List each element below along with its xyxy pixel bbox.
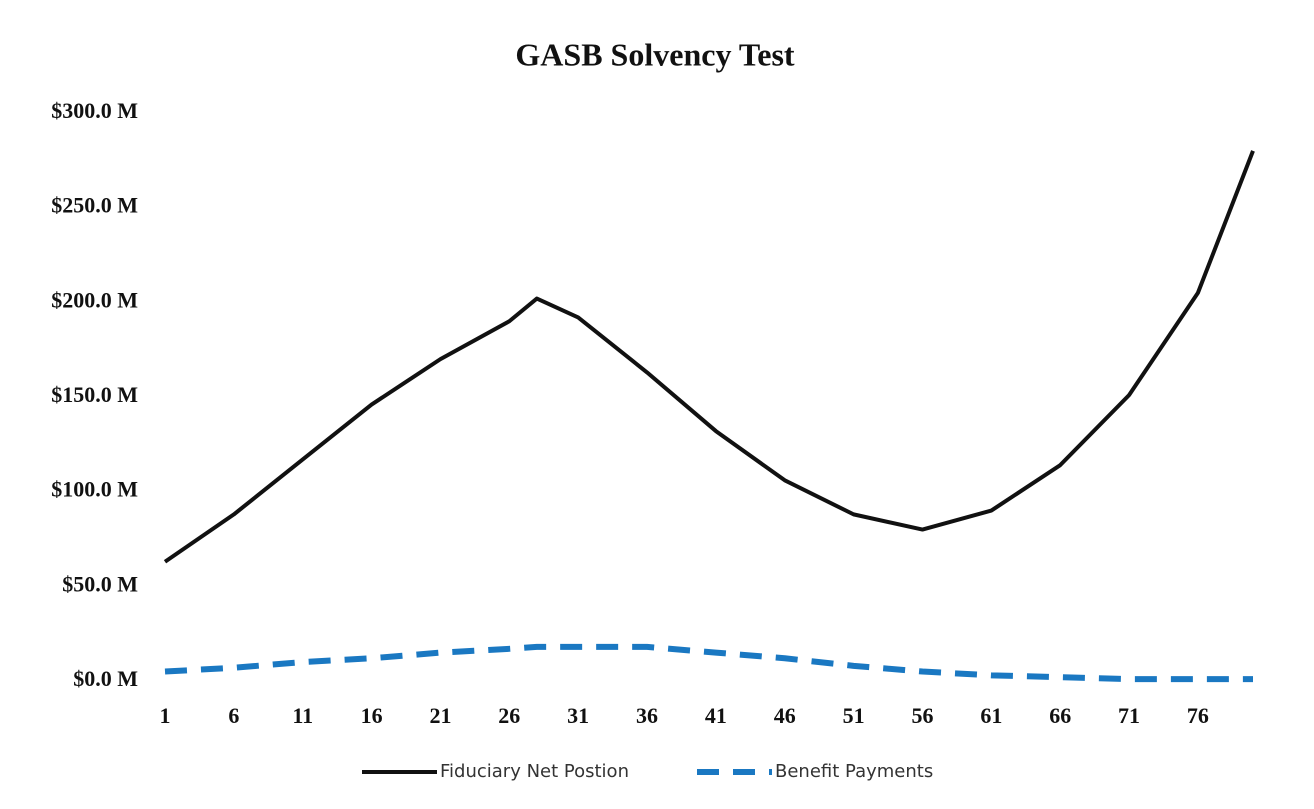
x-tick-label: 51 xyxy=(843,703,865,728)
x-tick-label: 56 xyxy=(911,703,933,728)
x-tick-label: 66 xyxy=(1049,703,1071,728)
x-tick-label: 76 xyxy=(1187,703,1209,728)
chart-title: GASB Solvency Test xyxy=(515,36,795,72)
x-tick-label: 61 xyxy=(980,703,1002,728)
y-tick-label: $50.0 M xyxy=(62,571,138,596)
x-tick-label: 46 xyxy=(774,703,796,728)
line-series xyxy=(164,643,1253,683)
y-tick-label: $250.0 M xyxy=(51,193,138,218)
x-tick-label: 21 xyxy=(429,703,451,728)
x-tick-label: 16 xyxy=(361,703,383,728)
y-tick-label: $100.0 M xyxy=(51,477,138,502)
y-tick-label: $300.0 M xyxy=(51,98,138,123)
legend-label: Fiduciary Net Postion xyxy=(440,761,629,782)
line-series xyxy=(163,150,1255,564)
y-tick-label: $150.0 M xyxy=(51,382,138,407)
y-tick-label: $200.0 M xyxy=(51,287,138,312)
x-tick-label: 36 xyxy=(636,703,658,728)
x-tick-label: 31 xyxy=(567,703,589,728)
y-tick-label: $0.0 M xyxy=(73,666,138,691)
x-tick-label: 11 xyxy=(292,703,313,728)
x-tick-label: 1 xyxy=(160,703,171,728)
x-tick-label: 41 xyxy=(705,703,727,728)
x-tick-label: 71 xyxy=(1118,703,1140,728)
x-tick-label: 26 xyxy=(498,703,520,728)
legend-label: Benefit Payments xyxy=(775,761,933,782)
x-tick-label: 6 xyxy=(228,703,239,728)
